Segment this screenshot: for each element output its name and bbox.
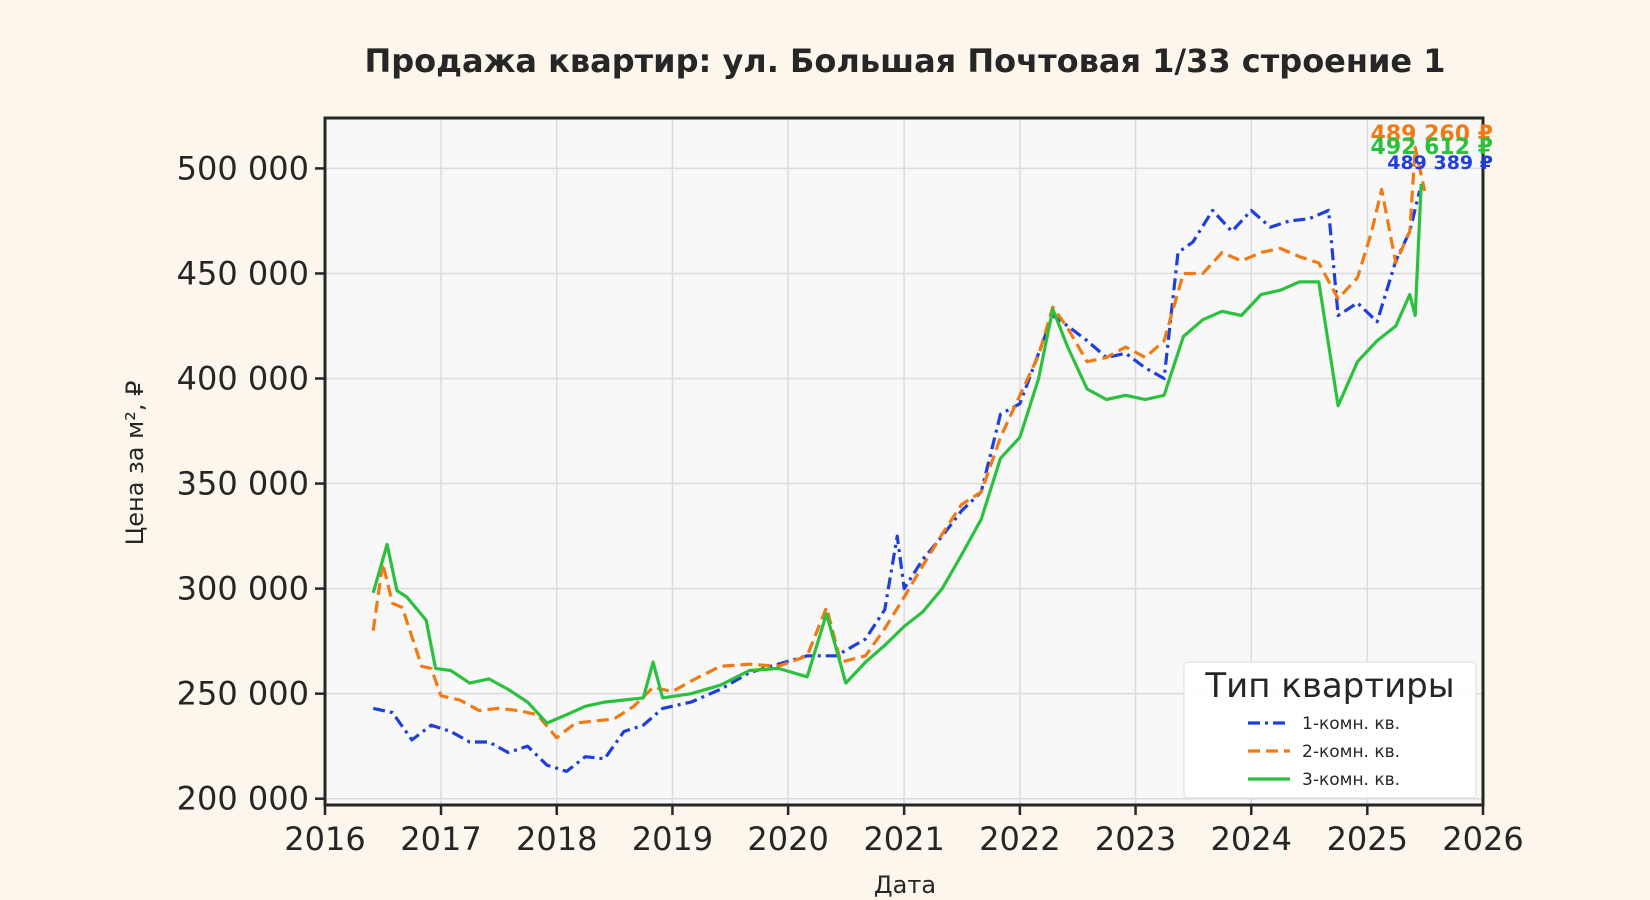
x-tick-label: 2016 [284,820,365,858]
x-tick-label: 2018 [516,820,597,858]
x-tick-label: 2022 [979,820,1060,858]
legend: Тип квартиры 1-комн. кв. 2-комн. кв. 3-ком… [1183,661,1477,799]
end-label-2: 489 260 ₽ [1371,122,1493,147]
series-lines [371,145,1427,773]
x-tick-label: 2021 [863,820,944,858]
legend-item-2: 2-комн. кв. [1302,742,1400,762]
y-tick-label: 200 000 [177,780,309,818]
y-tick-label: 400 000 [177,360,309,398]
legend-title: Тип квартиры [1204,666,1454,706]
x-tick-label: 2026 [1442,820,1523,858]
y-tick-label: 250 000 [177,675,309,713]
end-label-3: 492 612 ₽ [1371,135,1493,160]
x-tick-label: 2019 [632,820,713,858]
series-line-1 [372,190,1422,773]
series-line-2 [371,145,1427,740]
x-axis-label: Дата [874,871,936,899]
end-label-1: 489 389 ₽ [1387,152,1493,174]
x-tick-label: 2020 [747,820,828,858]
x-tick-label: 2024 [1211,820,1292,858]
axis-ticks: 2016 2017 2018 2019 2020 2021 2022 2023 2024 2025… [177,149,1524,858]
legend-item-3: 3-комн. кв. [1302,770,1400,790]
legend-item-1: 1-комн. кв. [1302,714,1400,734]
y-tick-label: 500 000 [177,149,309,187]
x-tick-label: 2023 [1095,820,1176,858]
y-tick-label: 350 000 [177,465,309,503]
y-tick-label: 450 000 [177,254,309,292]
x-tick-label: 2025 [1327,820,1408,858]
y-tick-label: 300 000 [177,570,309,608]
chart-title: Продажа квартир: ул. Большая Почтовая 1/… [364,42,1445,80]
legend-box [1183,661,1477,799]
x-tick-label: 2017 [400,820,481,858]
y-axis-label: Цена за м², ₽ [121,381,149,546]
end-value-labels: 489 389 ₽ 489 260 ₽492 612 ₽ [1371,122,1493,174]
series-line-3 [371,183,1423,725]
